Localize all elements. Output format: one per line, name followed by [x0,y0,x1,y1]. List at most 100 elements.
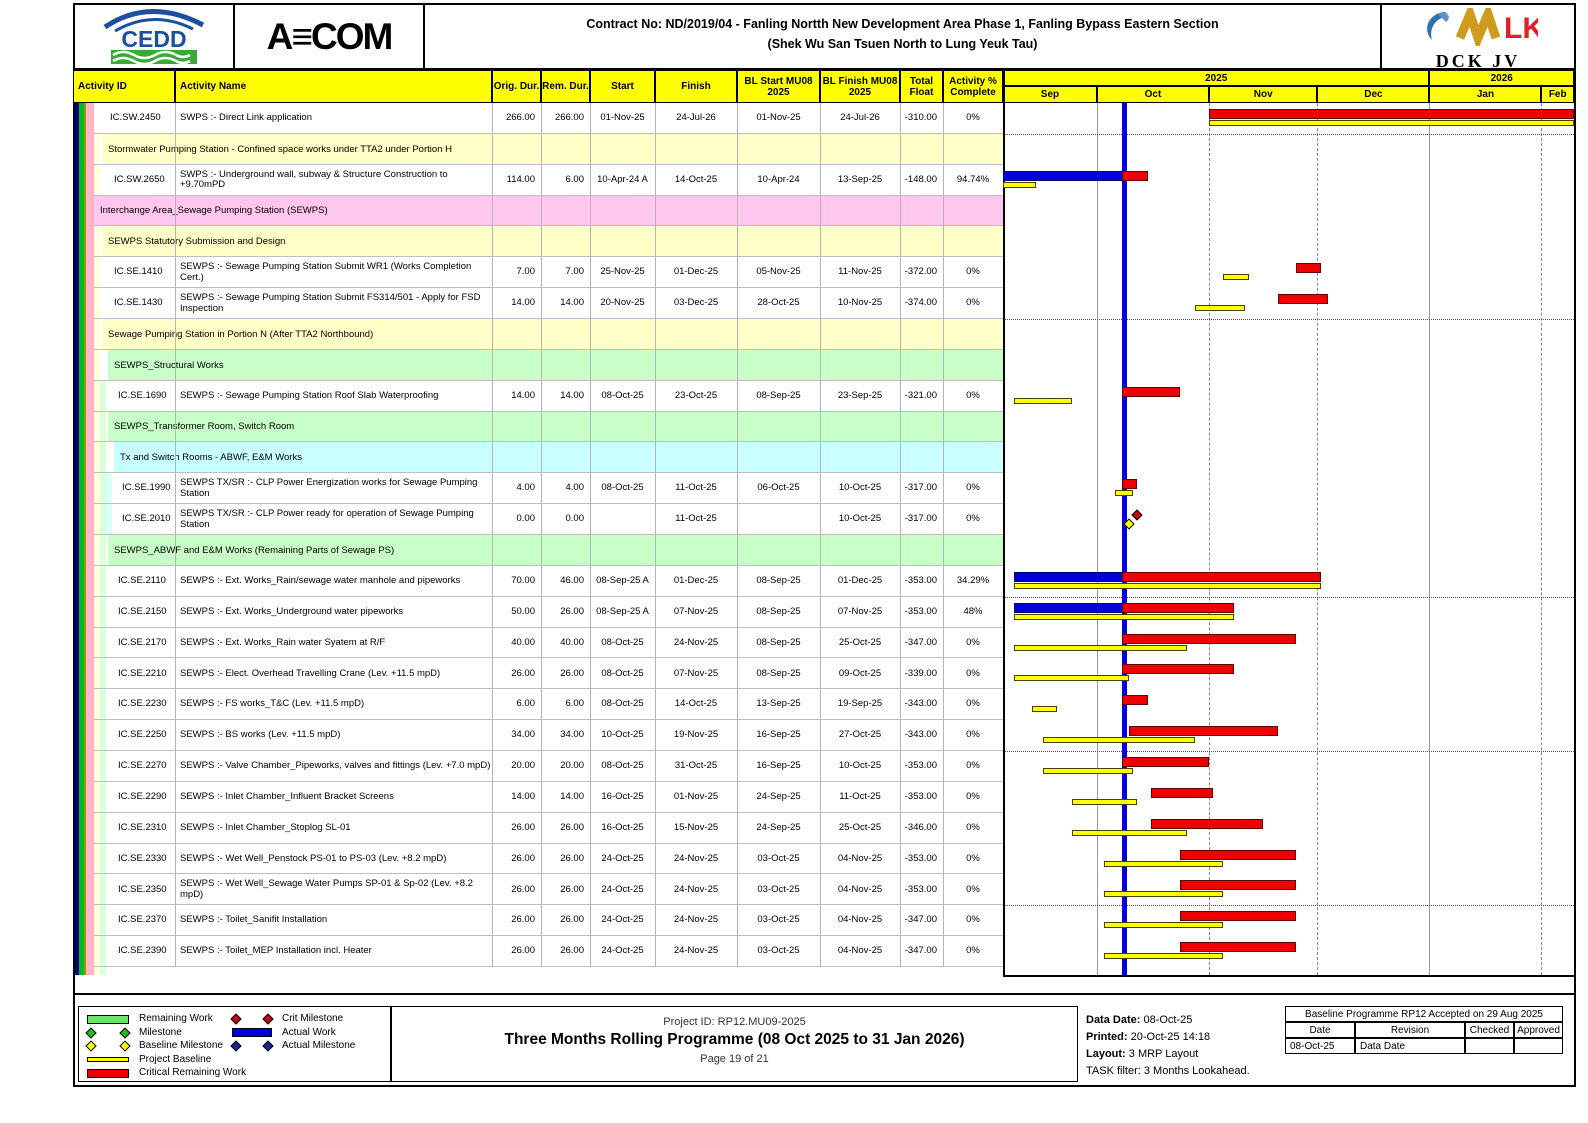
gantt-bar-critical [1129,726,1278,737]
cell-name: SEWPS :- BS works (Lev. +11.5 mpD) [180,729,341,741]
revision-cell: 08-Oct-25 [1285,1038,1355,1054]
row-separator [94,657,1003,659]
sight-line [1003,133,1574,135]
cedd-logo: CEDD [103,9,205,66]
cell-bl_finish: 13-Sep-25 [837,173,883,185]
cell-total_float: -347.00 [904,914,937,926]
column-separator [943,103,944,967]
cedd-logo-text: CEDD [121,26,186,52]
cell-bl_finish: 04-Nov-25 [837,914,883,926]
cell-start: 24-Oct-25 [601,883,644,895]
legend-item-label: Project Baseline [139,1053,212,1065]
col-header-finish: Finish [655,70,737,103]
gantt-bar-baseline [1013,675,1130,682]
revision-col-header: Date [1285,1022,1355,1038]
cell-id: IC.SE.2370 [118,914,167,926]
cell-name: SEWPS :- Valve Chamber_Pipeworks, valves… [180,760,491,772]
cell-finish: 24-Nov-25 [673,945,719,957]
cell-finish: 24-Nov-25 [673,914,719,926]
gantt-bar-baseline [1223,274,1249,281]
gantt-bar-critical [1151,818,1264,829]
cell-orig_dur: 114.00 [506,173,535,185]
band-row-label: SEWPS_Structural Works [114,359,224,371]
cell-finish: 14-Oct-25 [674,698,718,710]
gantt-bar-critical [1122,633,1296,644]
cell-orig_dur: 14.00 [511,297,535,309]
gridline-month [1429,103,1431,975]
cell-id: IC.SE.2310 [118,821,167,833]
page-number: Page 19 of 21 [700,1053,769,1065]
legend-item-label: Critical Remaining Work [139,1067,247,1078]
stripe-olive [84,103,86,975]
gantt-bar-critical [1122,757,1209,767]
cell-total_float: -347.00 [904,636,937,648]
cell-name: SEWPS :- Toilet_MEP Installation incl. H… [180,945,372,957]
cell-rem_dur: 4.00 [565,482,585,494]
cell-start: 08-Sep-25 A [596,605,649,617]
cell-total_float: -347.00 [904,945,937,957]
cell-name: SEWPS :- Inlet Chamber_Influent Bracket … [180,791,394,803]
cell-id: IC.SE.2390 [118,945,167,957]
sight-line [1003,596,1574,598]
cell-finish: 07-Nov-25 [673,605,719,617]
timeline-year-2026: 2026 [1429,70,1574,86]
column-separator [541,103,542,967]
cell-bl_start: 10-Apr-24 [757,173,800,185]
sight-line [1003,751,1574,752]
cell-start: 25-Nov-25 [600,266,645,278]
band-row: SEWPS_Structural Works [108,349,1003,381]
band-row: Interchange Area_Sewage Pumping Station … [94,195,1003,227]
row-separator [94,534,1003,535]
cell-total_float: -148.00 [904,173,937,185]
cell-total_float: -353.00 [904,575,937,587]
cell-pct_complete: 0% [966,698,980,710]
cell-id: IC.SE.2290 [118,791,167,803]
chart-frame-bottom [1003,975,1574,977]
gantt-bar-baseline [1071,829,1188,836]
gantt-bar-critical [1295,263,1322,274]
col-header-name: Activity Name [175,70,492,103]
cell-finish: 24-Nov-25 [673,636,719,648]
cell-start: 08-Oct-25 [601,667,644,679]
revision-cell [1465,1038,1514,1054]
band-row-label: SEWPS_ABWF and E&M Works (Remaining Part… [114,544,395,556]
gantt-bar-critical [1122,664,1235,675]
cell-bl_start: 16-Sep-25 [756,729,801,741]
row-separator [94,719,1003,721]
cell-name: SEWPS :- Wet Well_Penstock PS-01 to PS-0… [180,852,447,864]
column-separator [820,103,821,967]
cell-bl_start: 03-Oct-25 [757,883,800,895]
gantt-bar-baseline [1104,891,1224,898]
band-row: Tx and Switch Rooms - ABWF, E&M Works [114,442,1003,474]
gantt-bar-critical [1122,695,1148,706]
cell-rem_dur: 14.00 [560,297,584,309]
col-header-start: Start [590,70,655,103]
cell-id: IC.SE.2330 [118,852,167,864]
cell-bl_finish: 11-Nov-25 [838,266,882,278]
cell-bl_start: 08-Sep-25 [756,575,801,587]
legend-item-swatch [87,1057,129,1062]
cell-name: SEWPS :- Inlet Chamber_Stoplog SL-01 [180,821,351,833]
cell-bl_finish: 11-Oct-25 [839,791,881,803]
cell-bl_finish: 07-Nov-25 [837,605,883,617]
cell-name: SEWPS :- Ext. Works_Rain/sewage water ma… [180,575,461,587]
band-row: SEWPS_Transformer Room, Switch Room [108,411,1003,443]
cell-rem_dur: 26.00 [560,914,584,926]
cell-bl_start: 08-Sep-25 [756,389,801,401]
cell-id: IC.SE.2230 [118,698,167,710]
timeline-year-2025: 2025 [1003,70,1430,86]
cell-pct_complete: 0% [966,482,980,494]
revision-col-header: Approved [1514,1022,1563,1038]
cell-finish: 11-Oct-25 [675,513,717,525]
cell-bl_finish: 10-Oct-25 [838,513,882,525]
cell-pct_complete: 0% [966,297,980,309]
column-separator [655,103,656,967]
cell-total_float: -339.00 [904,667,937,679]
cell-rem_dur: 0.00 [565,513,585,525]
cell-bl_start: 01-Nov-25 [756,112,801,124]
cell-total_float: -343.00 [904,729,937,741]
revision-caption: Baseline Programme RP12 Accepted on 29 A… [1285,1006,1563,1022]
cell-finish: 24-Nov-25 [673,852,719,864]
cell-orig_dur: 14.00 [511,791,535,803]
cell-name: SWPS :- Underground wall, subway & Struc… [180,168,448,191]
